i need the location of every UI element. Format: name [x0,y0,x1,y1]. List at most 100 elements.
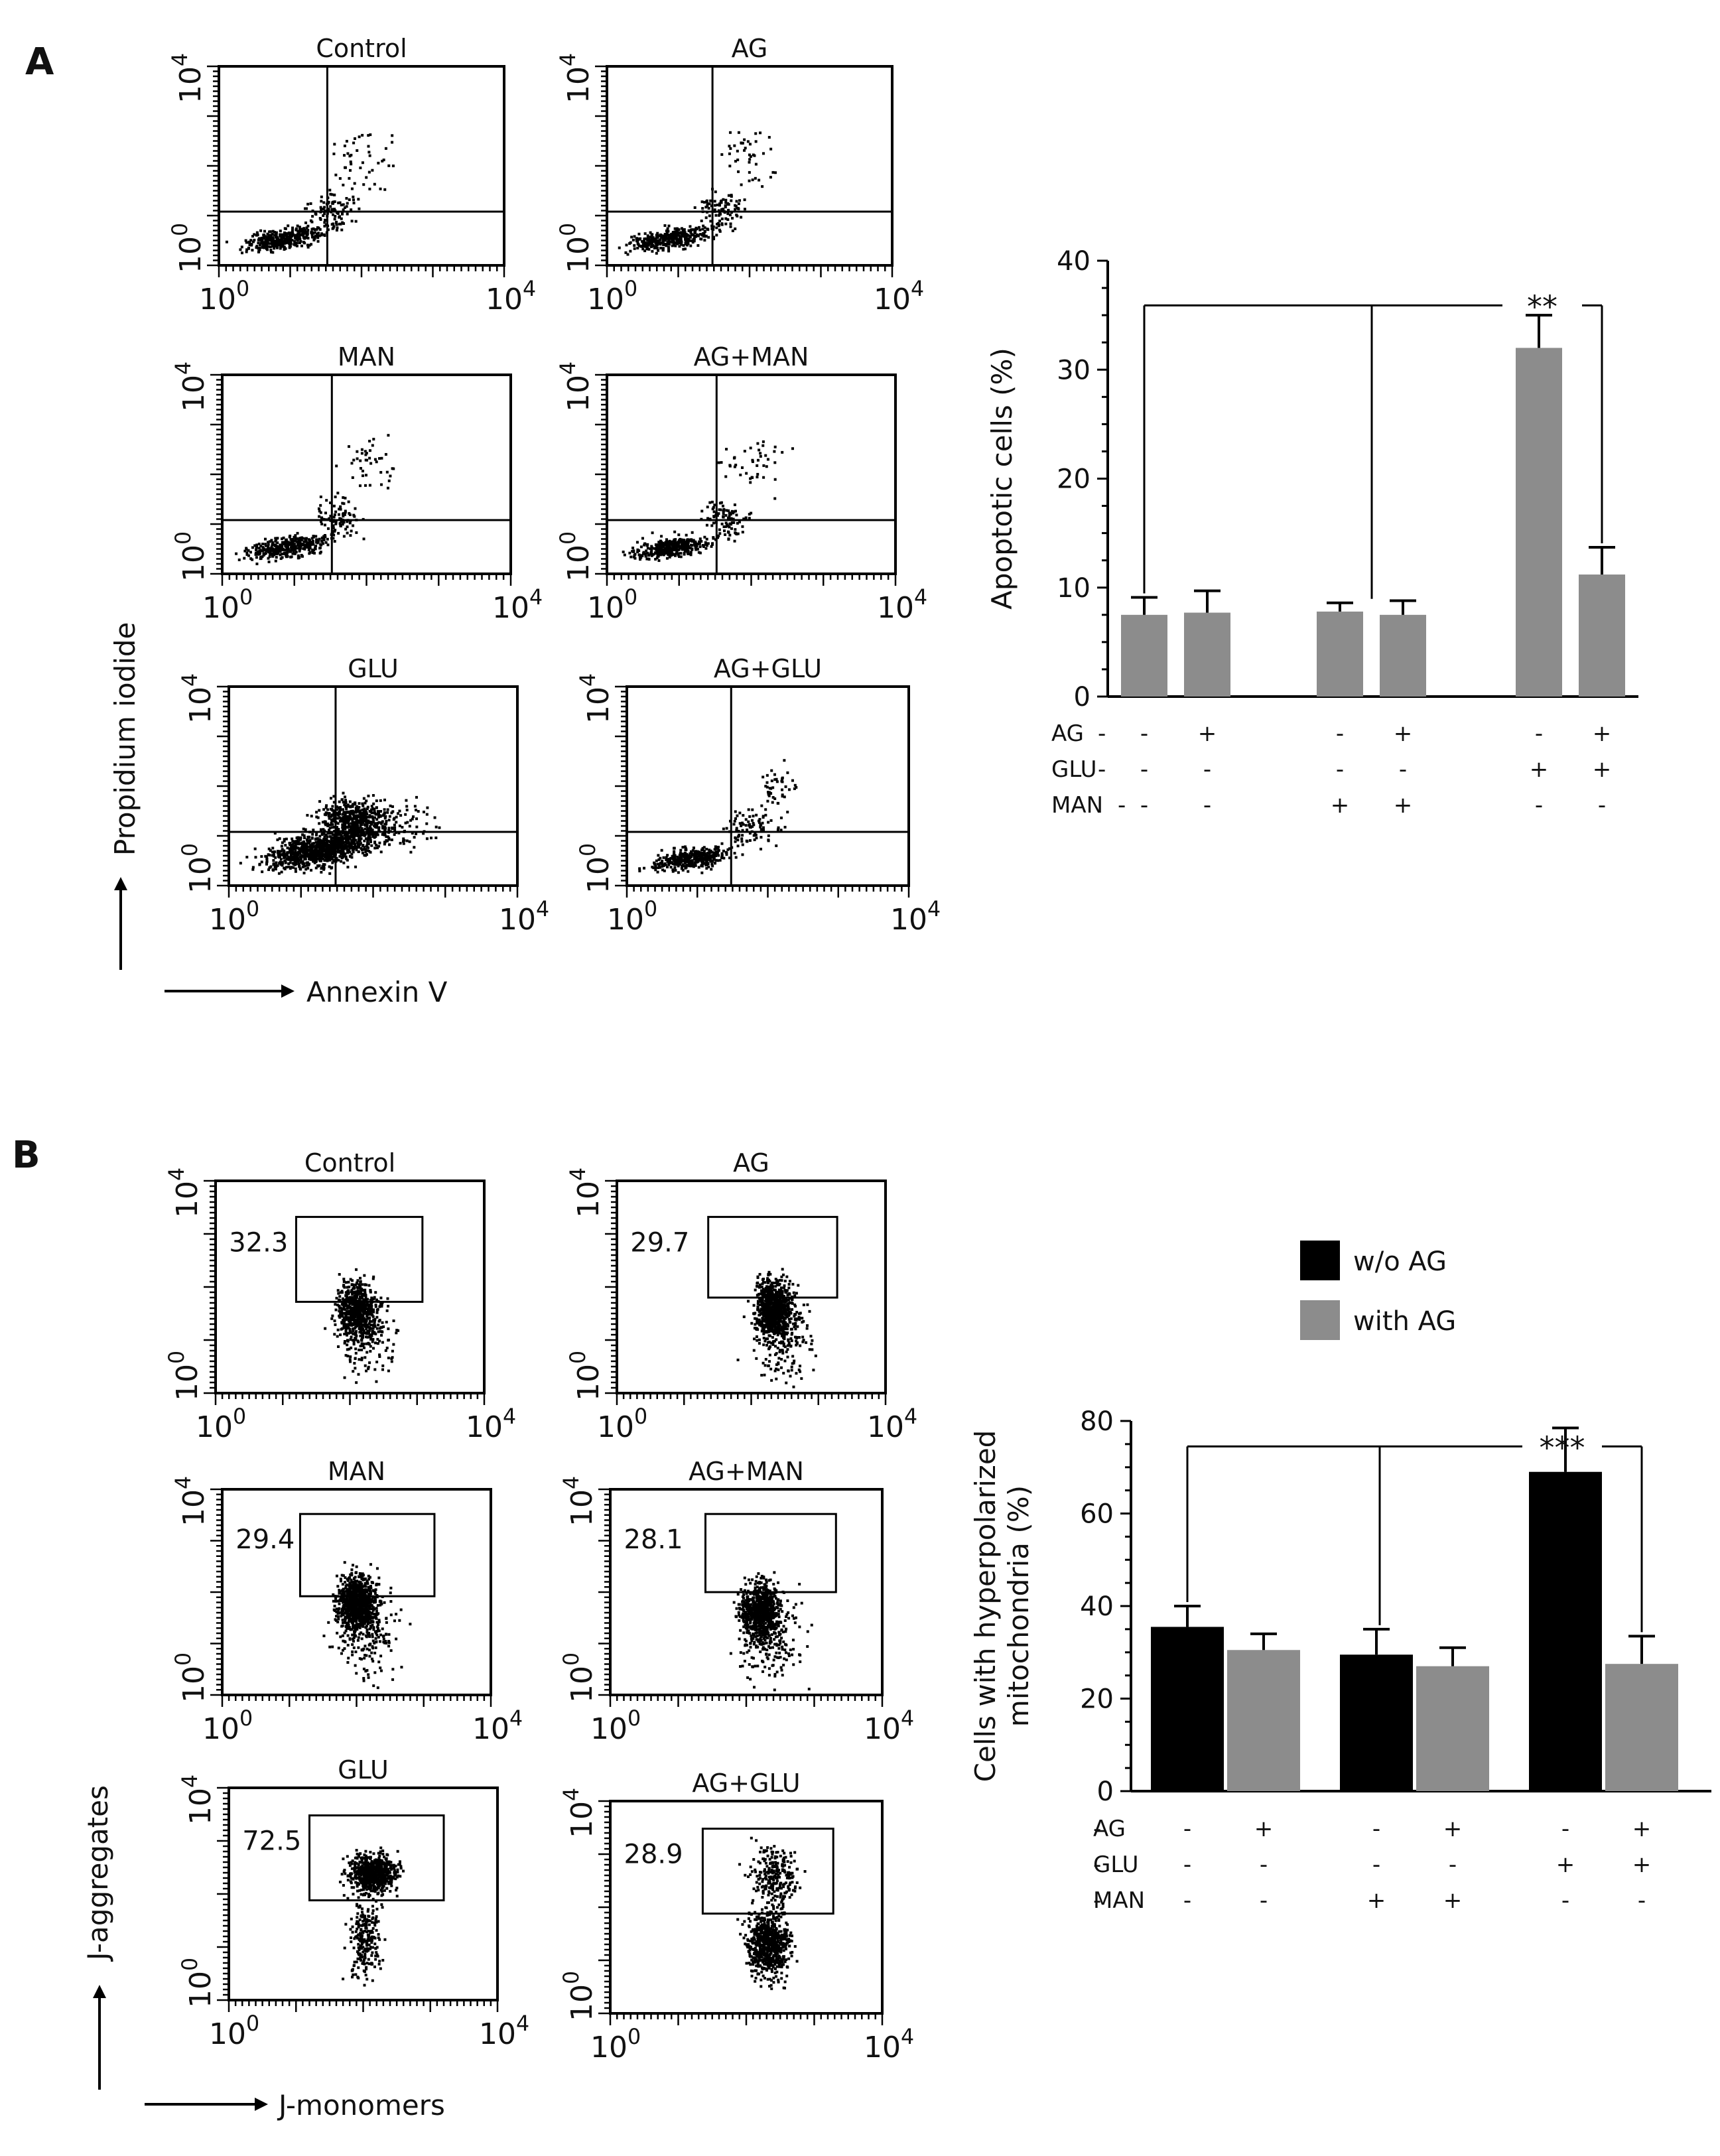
y-tick-label-high: 104 [557,53,596,103]
event-dot [377,826,381,829]
event-dot [331,531,334,535]
event-dot [767,793,770,796]
event-dot [251,240,255,243]
event-dot [425,822,429,825]
event-dot [324,806,328,809]
event-dot [712,236,716,239]
event-dot [676,860,679,864]
event-dot [677,864,680,868]
dot-plot-title: MAN [338,342,395,371]
event-dot [341,808,344,811]
event-dot [255,556,258,559]
event-dot [346,525,349,529]
event-dot [353,829,356,833]
event-dot [681,228,685,232]
event-dot [281,548,285,551]
event-dot [727,203,730,206]
event-dot [369,462,373,465]
event-dot [300,848,304,851]
event-dot [294,842,297,846]
event-dot [675,543,679,547]
event-dot [712,851,716,854]
event-dot [306,866,310,870]
event-dot [694,855,697,858]
event-dot [700,219,703,222]
event-dot [342,824,345,827]
event-dot [673,545,676,548]
event-dot [365,807,369,811]
event-dot [405,805,409,808]
event-dot [404,821,407,825]
event-dot [728,165,732,168]
event-dot [264,543,267,546]
event-dot [350,817,353,820]
event-dot [746,828,749,831]
event-dot [283,239,286,243]
event-dot [375,831,379,835]
event-dot [326,202,330,205]
event-dot [771,786,775,789]
event-dot [666,551,669,555]
event-dot [381,827,385,830]
event-dot [633,553,637,556]
event-dot [643,232,647,236]
event-dot [383,808,386,811]
event-dot [641,243,645,246]
event-dot [323,853,326,856]
event-dot [679,851,682,854]
event-dot [684,548,687,551]
event-dot [700,860,704,863]
event-dot [304,236,308,239]
event-dot [358,829,361,833]
event-dot [691,547,694,551]
event-dot [306,234,309,237]
event-dot [309,857,312,860]
event-dot [758,818,761,821]
event-dot [258,247,261,251]
event-dot [706,542,710,545]
dot-plot-ticks [595,65,893,277]
event-dot [282,536,285,539]
event-dot [717,214,720,217]
event-dot [279,247,282,250]
event-dot [369,808,373,811]
event-dot [657,555,660,558]
event-dot [728,511,731,515]
event-dot [667,541,671,545]
dot-plot-ticks [595,373,897,586]
event-dot [358,820,362,823]
event-dot [340,228,344,232]
event-dot [696,856,699,860]
event-dot [710,545,713,548]
event-dot [356,833,360,836]
event-dot [333,193,336,196]
event-dot [350,830,353,833]
event-dot [302,543,305,546]
event-dot [363,1274,366,1277]
event-dot [274,245,277,248]
event-dot [245,547,248,550]
event-dot [298,852,302,855]
event-dot [393,829,397,832]
event-dot [664,863,667,866]
event-dot [667,243,671,246]
event-dot [363,807,366,811]
event-dot [344,855,348,858]
event-dot [337,830,340,833]
event-dot [295,861,298,864]
event-dot [647,557,650,561]
event-dot [338,517,342,520]
event-dot [271,245,275,248]
event-dot [377,1300,380,1303]
event-dot [337,839,340,842]
event-dot [384,147,387,150]
event-dot [759,452,762,455]
event-dot [360,822,364,825]
event-dot [366,849,369,852]
event-dot [712,225,715,228]
event-dot [646,239,649,242]
event-dot [700,517,703,521]
event-dot [257,238,260,241]
event-dot [683,551,686,555]
